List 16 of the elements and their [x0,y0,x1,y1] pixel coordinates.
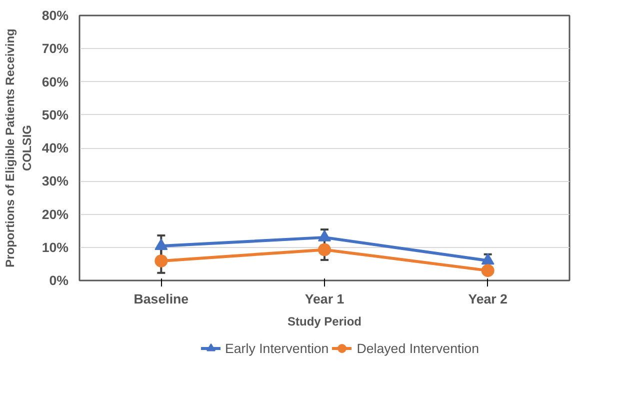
y-tick-label: 0% [49,273,69,288]
y-tick-label: 80% [42,8,69,23]
y-tick-label: 30% [42,174,69,189]
y-tick-label: 70% [42,41,69,56]
x-tick-label: Year 2 [468,292,508,306]
y-tick-label: 20% [42,206,69,222]
x-axis-title: Study Period [287,314,362,328]
y-tick-label: 10% [42,240,69,255]
y-tick-label: 60% [42,74,69,90]
y-tick-label: 50% [42,107,69,122]
legend-label: Delayed Intervention [356,340,479,356]
x-tick-label: Baseline [134,292,189,306]
x-tick-label: Year 1 [304,292,345,306]
y-tick-label: 40% [42,140,69,156]
legend-label: Early Intervention [225,340,329,356]
y-axis-title: Proportions of Eligible Patients Receiving COLSIG [3,28,34,268]
